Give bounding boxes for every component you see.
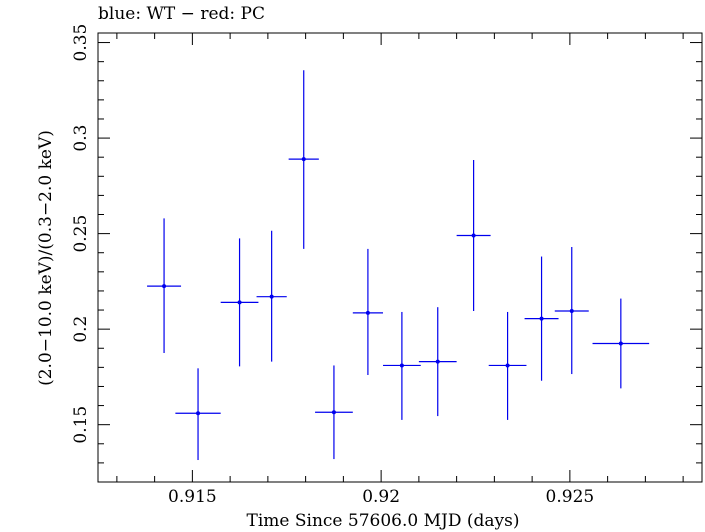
point-marker <box>569 308 574 313</box>
point-marker <box>435 359 440 364</box>
point-marker <box>399 363 404 368</box>
point-marker <box>331 410 336 415</box>
data-points <box>147 70 650 461</box>
chart-title: blue: WT − red: PC <box>98 4 265 24</box>
axis-ticks <box>98 33 702 482</box>
data-point <box>418 307 457 417</box>
y-tick-label: 0.2 <box>71 316 91 343</box>
data-point <box>592 298 650 389</box>
data-point <box>383 311 421 420</box>
point-marker <box>618 341 623 346</box>
point-marker <box>471 233 476 238</box>
plot-frame <box>97 32 703 483</box>
data-point <box>288 70 319 249</box>
data-point <box>456 160 491 311</box>
x-tick-label: 0.915 <box>168 487 217 507</box>
data-point <box>554 246 589 375</box>
y-tick-label: 0.3 <box>71 125 91 152</box>
y-axis-label: (2.0−10.0 keV)/(0.3−2.0 keV) <box>36 130 56 386</box>
point-marker <box>162 284 167 289</box>
y-tick-label: 0.25 <box>71 215 91 253</box>
y-tick-label: 0.15 <box>71 406 91 444</box>
y-tick-label: 0.35 <box>71 24 91 62</box>
point-marker <box>269 294 274 299</box>
data-point <box>256 230 287 362</box>
x-tick-label: 0.925 <box>546 487 595 507</box>
point-marker <box>196 411 201 416</box>
data-point <box>315 365 353 460</box>
point-marker <box>539 316 544 321</box>
x-axis-label: Time Since 57606.0 MJD (days) <box>247 511 520 531</box>
data-point <box>147 218 182 354</box>
x-tick-label: 0.92 <box>362 487 400 507</box>
point-marker <box>301 157 306 162</box>
point-marker <box>365 310 370 315</box>
data-point <box>524 256 559 381</box>
point-marker <box>237 300 242 305</box>
point-marker <box>505 363 510 368</box>
data-point <box>220 238 259 367</box>
axis-tick-labels: 0.915 0.92 0.925 0.15 0.2 0.25 0.3 0.35 <box>71 24 594 507</box>
data-point <box>175 368 221 461</box>
data-point <box>488 311 527 420</box>
data-point <box>352 248 384 376</box>
